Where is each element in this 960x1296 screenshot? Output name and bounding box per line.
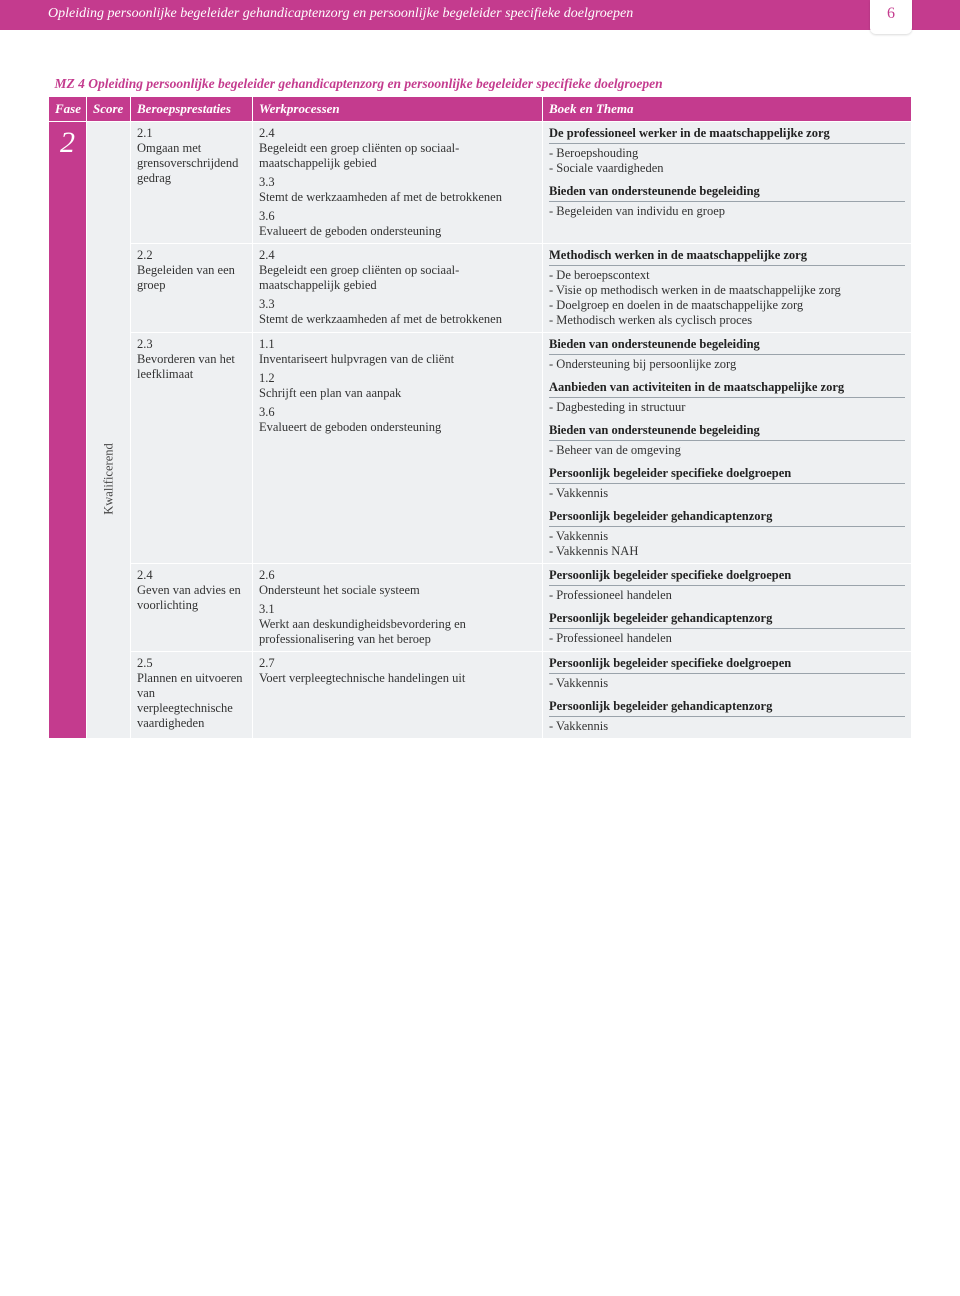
- wp-number: 2.4: [259, 126, 536, 141]
- page-title: Opleiding persoonlijke begeleider gehand…: [0, 0, 960, 28]
- wp-cell: 2.4Begeleidt een groep cliënten op socia…: [253, 122, 543, 244]
- bt-item: - Dagbesteding in structuur: [549, 400, 905, 415]
- fase-cell: 2: [49, 122, 87, 739]
- page-header-banner: Opleiding persoonlijke begeleider gehand…: [0, 0, 960, 30]
- bt-heading: Methodisch werken in de maatschappelijke…: [549, 248, 905, 266]
- bt-item: - De beroepscontext: [549, 268, 905, 283]
- bp-number: 2.3: [137, 337, 246, 352]
- bt-item: - Doelgroep en doelen in de maatschappel…: [549, 298, 905, 313]
- wp-number: 1.2: [259, 371, 536, 386]
- col-header: Boek en Thema: [543, 97, 912, 122]
- wp-number: 3.3: [259, 175, 536, 190]
- bt-item: - Begeleiden van individu en groep: [549, 204, 905, 219]
- col-header: Beroepsprestaties: [131, 97, 253, 122]
- curriculum-table: MZ 4 Opleiding persoonlijke begeleider g…: [48, 70, 912, 739]
- bp-cell: 2.5Plannen en uitvoeren van verpleegtech…: [131, 652, 253, 739]
- table-row: 2.5Plannen en uitvoeren van verpleegtech…: [49, 652, 912, 739]
- bt-cell: Persoonlijk begeleider specifieke doelgr…: [543, 652, 912, 739]
- wp-number: 3.3: [259, 297, 536, 312]
- bt-item: - Beroepshouding: [549, 146, 905, 161]
- wp-text: Evalueert de geboden ondersteuning: [259, 420, 536, 435]
- bt-heading: Persoonlijk begeleider gehandicaptenzorg: [549, 699, 905, 717]
- bp-text: Omgaan met grensoverschrij­dend gedrag: [137, 141, 246, 186]
- bt-heading: Persoonlijk begeleider specifieke doelgr…: [549, 568, 905, 586]
- bt-heading: Persoonlijk begeleider gehandicaptenzorg: [549, 509, 905, 527]
- wp-text: Schrijft een plan van aanpak: [259, 386, 536, 401]
- bt-item: - Beheer van de omgeving: [549, 443, 905, 458]
- bt-item: - Vakkennis: [549, 719, 905, 734]
- col-header: Werkprocessen: [253, 97, 543, 122]
- table-row: 2.3Bevorderen van het leefklimaat1.1Inve…: [49, 333, 912, 564]
- wp-text: Evalueert de geboden ondersteuning: [259, 224, 536, 239]
- bt-heading: Persoonlijk begeleider specifieke doelgr…: [549, 656, 905, 674]
- bt-heading: Bieden van ondersteunende begeleiding: [549, 423, 905, 441]
- bt-item: - Vakkennis: [549, 676, 905, 691]
- wp-text: Inventariseert hulpvragen van de cliënt: [259, 352, 536, 367]
- bp-number: 2.4: [137, 568, 246, 583]
- page-number: 6: [870, 0, 912, 34]
- wp-text: Stemt de werkzaamheden af met de betrokk…: [259, 312, 536, 327]
- bp-cell: 2.4Geven van advies en voorlichting: [131, 564, 253, 652]
- wp-number: 2.7: [259, 656, 536, 671]
- col-header: Score: [87, 97, 131, 122]
- bt-item: - Vakkennis NAH: [549, 544, 905, 559]
- wp-cell: 2.7Voert verpleegtechnische handelingen …: [253, 652, 543, 739]
- bp-text: Plannen en uitvoeren van verpleegtechnis…: [137, 671, 246, 731]
- table-row: 2Kwalificerend2.1Omgaan met grensoversch…: [49, 122, 912, 244]
- bt-heading: Bieden van ondersteunende begeleiding: [549, 184, 905, 202]
- bp-number: 2.1: [137, 126, 246, 141]
- bt-cell: Bieden van ondersteunende begeleiding - O…: [543, 333, 912, 564]
- bt-item: - Sociale vaardigheden: [549, 161, 905, 176]
- wp-text: Begeleidt een groep cliënten op sociaal­…: [259, 263, 536, 293]
- wp-number: 3.6: [259, 209, 536, 224]
- bt-heading: Persoonlijk begeleider specifieke doelgr…: [549, 466, 905, 484]
- bt-item: - Professioneel handelen: [549, 631, 905, 646]
- wp-text: Voert verpleegtechnische handelingen uit: [259, 671, 536, 686]
- wp-text: Begeleidt een groep cliënten op sociaal­…: [259, 141, 536, 171]
- wp-cell: 2.6Ondersteunt het sociale systeem 3.1Wer…: [253, 564, 543, 652]
- wp-text: Werkt aan deskundigheidsbevordering en p…: [259, 617, 536, 647]
- bt-heading: Aanbieden van activiteiten in de maatsch…: [549, 380, 905, 398]
- bt-cell: De professioneel werker in de maatschapp…: [543, 122, 912, 244]
- bt-cell: Methodisch werken in de maatschappelijke…: [543, 244, 912, 333]
- bp-text: Begeleiden van een groep: [137, 263, 246, 293]
- wp-number: 3.1: [259, 602, 536, 617]
- bt-item: - Visie op methodisch werken in de maats…: [549, 283, 905, 298]
- score-cell: Kwalificerend: [87, 122, 131, 739]
- bt-item: - Vakkennis: [549, 529, 905, 544]
- bp-number: 2.2: [137, 248, 246, 263]
- bp-cell: 2.3Bevorderen van het leefklimaat: [131, 333, 253, 564]
- bt-cell: Persoonlijk begeleider specifieke doelgr…: [543, 564, 912, 652]
- fase-number: 2: [55, 128, 80, 158]
- bp-number: 2.5: [137, 656, 246, 671]
- bp-cell: 2.2Begeleiden van een groep: [131, 244, 253, 333]
- wp-text: Ondersteunt het sociale systeem: [259, 583, 536, 598]
- wp-number: 2.4: [259, 248, 536, 263]
- wp-cell: 1.1Inventariseert hulpvragen van de clië…: [253, 333, 543, 564]
- score-label: Kwalificerend: [101, 444, 116, 516]
- wp-text: Stemt de werkzaamheden af met de betrokk…: [259, 190, 536, 205]
- table-row: 2.4Geven van advies en voorlichting2.6On…: [49, 564, 912, 652]
- wp-number: 1.1: [259, 337, 536, 352]
- wp-cell: 2.4Begeleidt een groep cliënten op socia…: [253, 244, 543, 333]
- wp-number: 2.6: [259, 568, 536, 583]
- bt-heading: Persoonlijk begeleider gehandicaptenzorg: [549, 611, 905, 629]
- bt-heading: Bieden van ondersteunende begeleiding: [549, 337, 905, 355]
- table-title: MZ 4 Opleiding persoonlijke begeleider g…: [49, 70, 912, 97]
- wp-number: 3.6: [259, 405, 536, 420]
- bt-item: - Vakkennis: [549, 486, 905, 501]
- bt-item: - Professioneel handelen: [549, 588, 905, 603]
- bt-item: - Ondersteuning bij persoonlijke zorg: [549, 357, 905, 372]
- table-row: 2.2Begeleiden van een groep2.4Begeleidt …: [49, 244, 912, 333]
- bp-text: Bevorderen van het leefklimaat: [137, 352, 246, 382]
- bp-cell: 2.1Omgaan met grensoverschrij­dend gedra…: [131, 122, 253, 244]
- bt-heading: De professioneel werker in de maatschapp…: [549, 126, 905, 144]
- bt-item: - Methodisch werken als cyclisch proces: [549, 313, 905, 328]
- col-header: Fase: [49, 97, 87, 122]
- bp-text: Geven van advies en voorlichting: [137, 583, 246, 613]
